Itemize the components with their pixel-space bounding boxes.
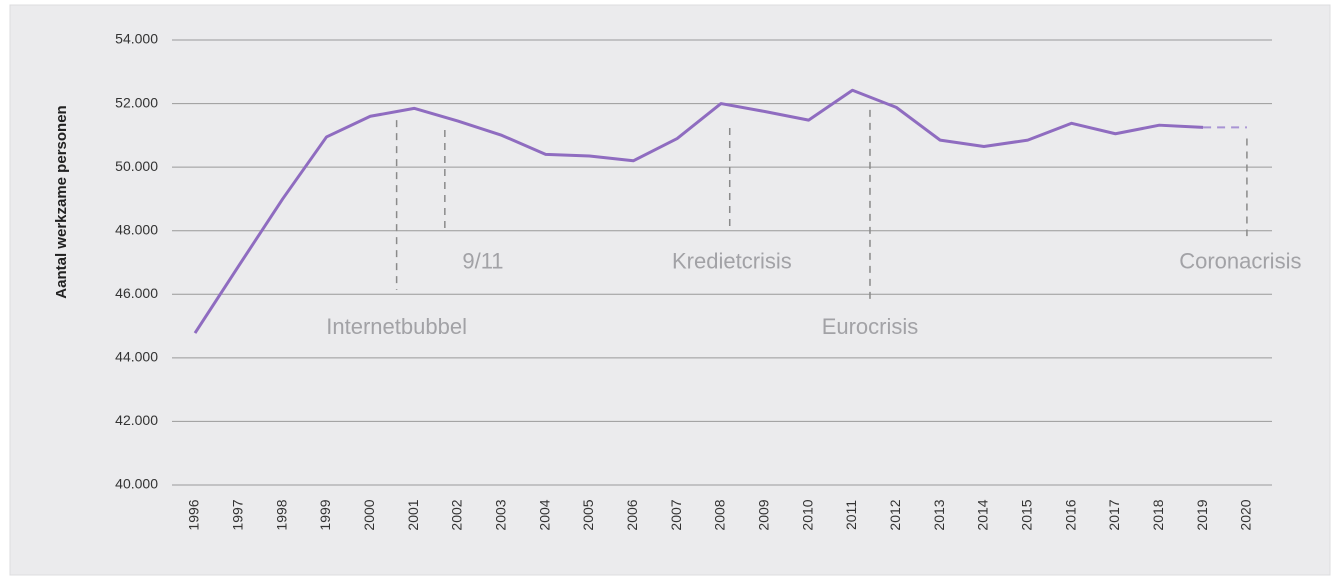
x-tick-label: 2017 <box>1106 499 1122 530</box>
x-tick-label: 2018 <box>1150 499 1166 530</box>
x-tick-label: 2014 <box>975 499 991 530</box>
x-tick-label: 2020 <box>1238 499 1254 530</box>
x-tick-label: 2007 <box>668 499 684 530</box>
x-tick-label: 2008 <box>712 499 728 530</box>
x-tick-label: 2010 <box>799 499 815 530</box>
x-tick-label: 2005 <box>580 499 596 530</box>
x-tick-label: 2001 <box>405 499 421 530</box>
x-tick-label: 2000 <box>361 499 377 530</box>
y-tick-label: 52.000 <box>115 94 158 110</box>
x-tick-label: 2004 <box>536 499 552 530</box>
x-tick-label: 1998 <box>273 499 289 530</box>
y-tick-label: 46.000 <box>115 285 158 301</box>
x-tick-label: 2009 <box>755 499 771 530</box>
y-tick-label: 54.000 <box>115 31 158 47</box>
x-tick-label: 2002 <box>449 499 465 530</box>
x-tick-label: 2019 <box>1194 499 1210 530</box>
annotation-text: Eurocrisis <box>822 314 919 339</box>
annotation-text: 9/11 <box>462 249 503 274</box>
x-tick-label: 2016 <box>1062 499 1078 530</box>
y-tick-label: 44.000 <box>115 349 158 365</box>
x-tick-label: 2003 <box>493 499 509 530</box>
annotation-text: Kredietcrisis <box>672 249 792 274</box>
x-tick-label: 2012 <box>887 499 903 530</box>
x-tick-label: 2013 <box>931 499 947 530</box>
annotation-text: Internetbubbel <box>326 314 467 339</box>
y-tick-label: 50.000 <box>115 158 158 174</box>
chart-background <box>9 4 1331 576</box>
data-line <box>193 88 1204 334</box>
x-tick-label: 2011 <box>843 500 859 530</box>
x-tick-label: 2015 <box>1018 499 1034 530</box>
y-tick-label: 48.000 <box>115 221 158 237</box>
x-tick-label: 1997 <box>230 499 246 530</box>
x-tick-label: 1996 <box>186 499 202 530</box>
x-tick-label: 2006 <box>624 499 640 530</box>
annotation-text: Coronacrisis <box>1179 249 1301 274</box>
x-tick-label: 1999 <box>317 499 333 530</box>
y-axis-label: Aantal werkzame personen <box>53 105 70 298</box>
y-tick-label: 42.000 <box>115 412 158 428</box>
y-tick-label: 40.000 <box>115 476 158 492</box>
